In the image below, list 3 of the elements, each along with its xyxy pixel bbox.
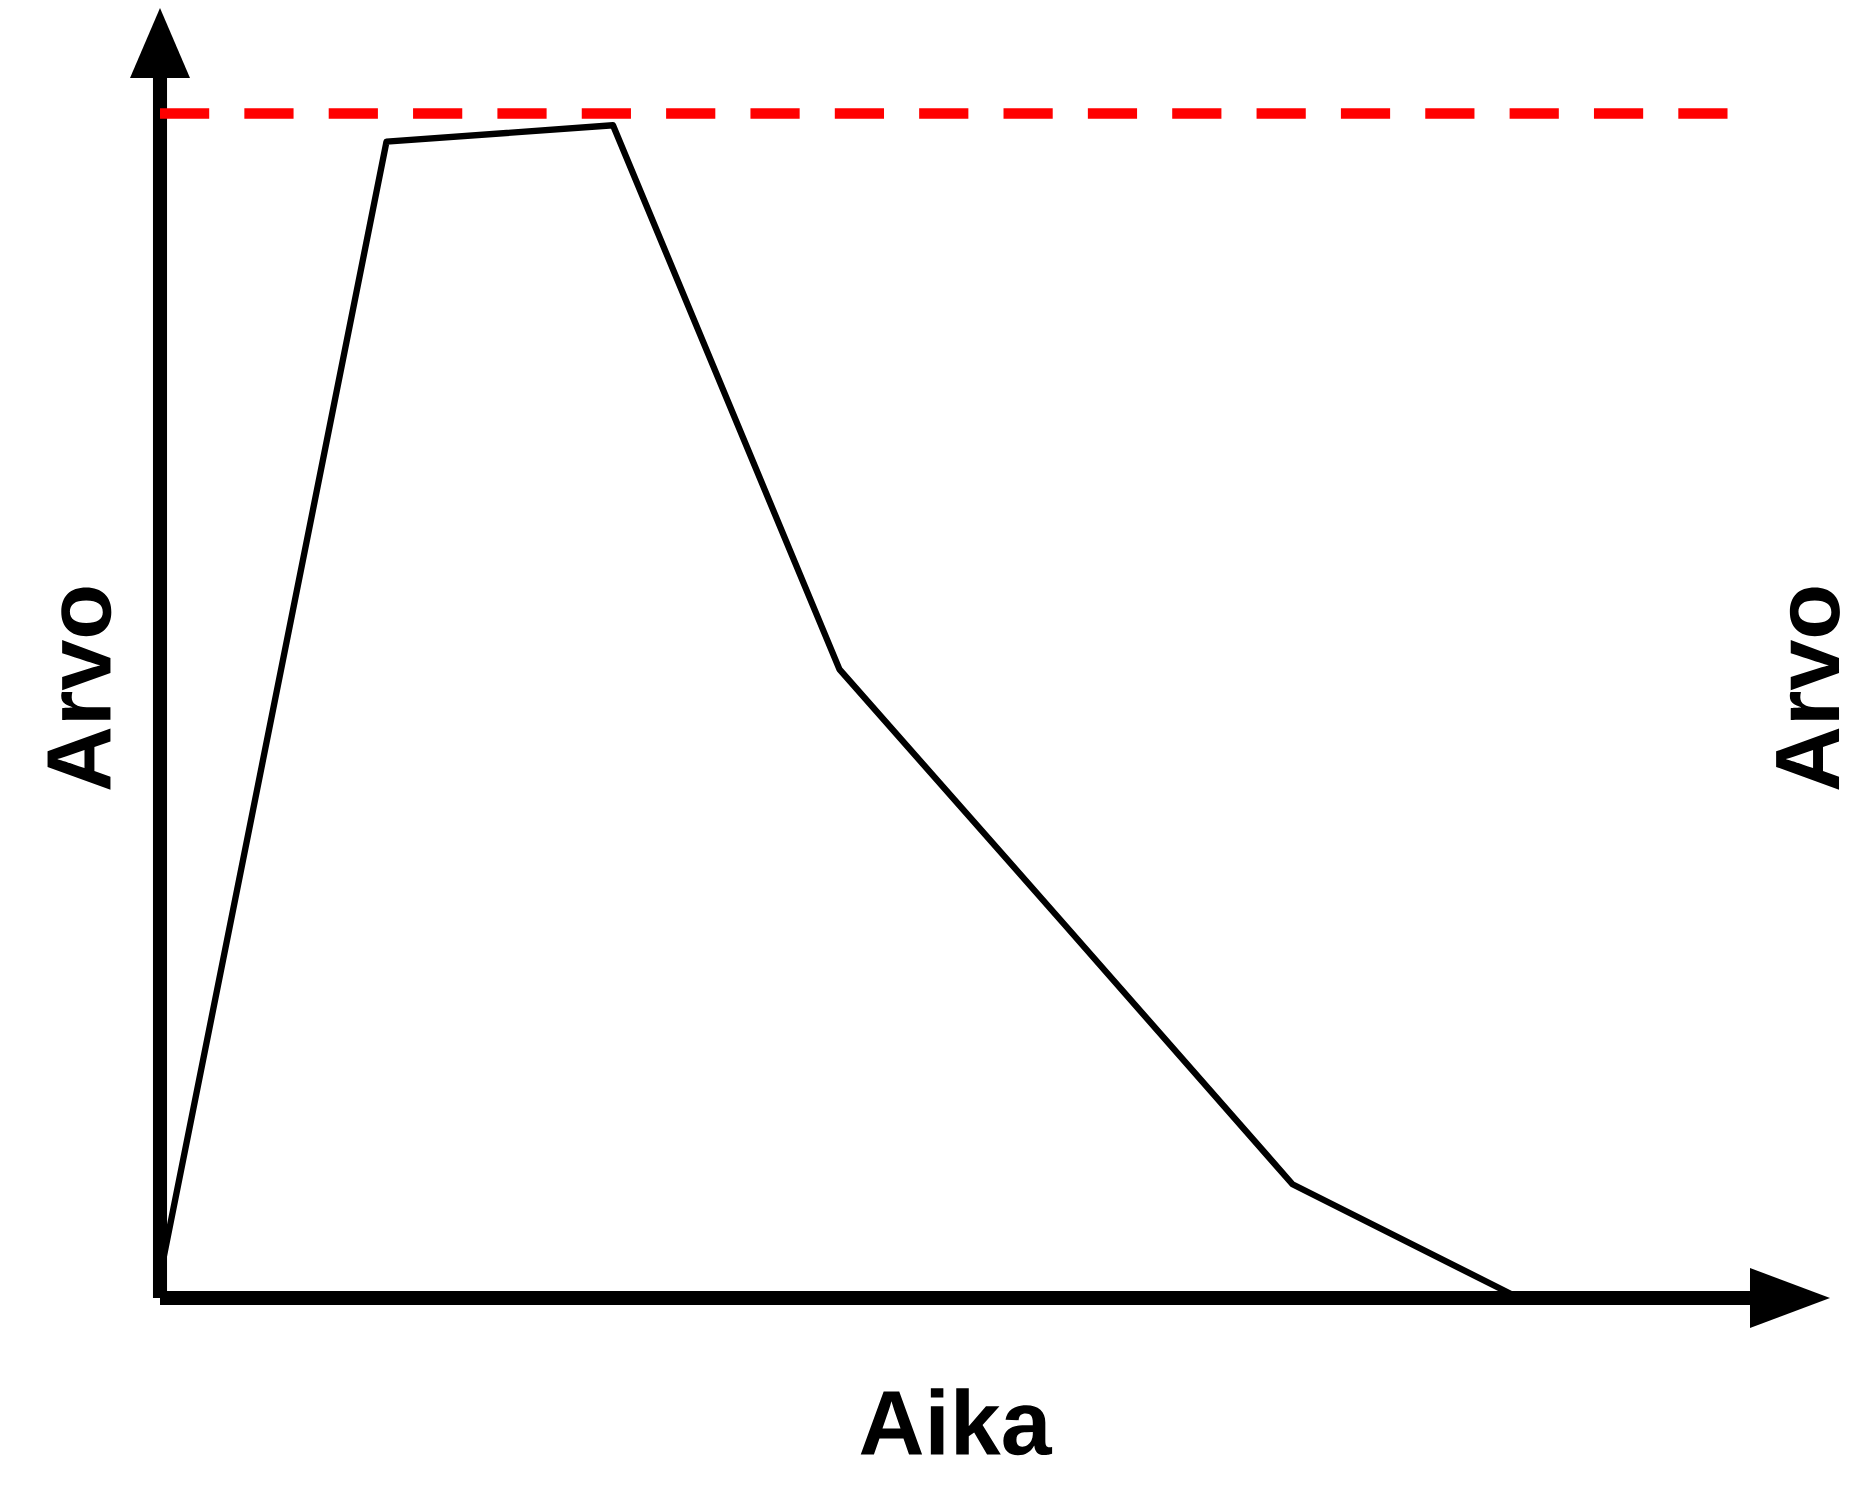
x-axis-title: Aika bbox=[860, 1388, 1053, 1456]
y2-axis-title: Arvo bbox=[1776, 587, 1840, 790]
y-axis-title: Arvo bbox=[47, 587, 112, 790]
